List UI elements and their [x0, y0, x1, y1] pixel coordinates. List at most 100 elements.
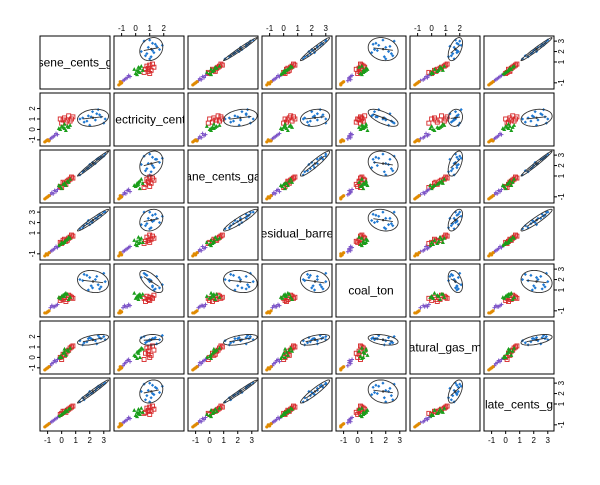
point-r4-c1-13	[143, 272, 148, 276]
point-r1-c5-28	[435, 125, 440, 129]
point-r1-c5-14	[455, 115, 459, 119]
left-tick-label-r5-3: 2	[28, 334, 37, 339]
point-r2-c4-38	[350, 187, 355, 192]
data-ellipse	[299, 334, 331, 346]
point-r2-c1-34	[140, 181, 145, 185]
data-ellipse	[299, 379, 331, 404]
point-r5-c1-20	[143, 350, 148, 356]
point-r4-c3-32	[290, 297, 295, 301]
point-r4-c2-9	[233, 288, 237, 292]
point-r2-c4-10	[381, 152, 385, 156]
point-r0-c5-19	[444, 61, 450, 67]
point-r0-c4-33	[359, 72, 364, 77]
bottom-tick-label-c0-0: -1	[44, 436, 52, 445]
point-r1-c4-44	[342, 139, 346, 143]
point-r4-c5-14	[455, 285, 459, 289]
ellipse-center	[535, 218, 538, 222]
left-tick-label-r5-1: 0	[28, 355, 37, 360]
point-r5-c2-11	[237, 335, 241, 340]
point-r1-c3-21	[288, 113, 294, 119]
point-r4-c5-44	[417, 309, 421, 313]
point-r2-c4-31	[361, 186, 366, 191]
point-r0-c2-19	[218, 61, 224, 67]
data-ellipse	[223, 108, 258, 127]
point-r1-c3-7	[301, 117, 305, 121]
point-r5-c2-23	[219, 344, 225, 350]
point-r2-c5-44	[417, 194, 421, 198]
point-r2-c1-43	[117, 197, 121, 201]
point-r4-c0-13	[82, 272, 86, 276]
point-r6-c4-8	[388, 386, 392, 390]
point-r5-c6-2	[529, 340, 533, 344]
point-r0-c4-34	[364, 68, 369, 72]
point-r3-c2-32	[213, 234, 218, 239]
right-tick-label-r6-0: -1	[557, 421, 566, 429]
point-r1-c6-30	[509, 128, 514, 133]
bottom-tick-label-c0-1: 0	[59, 436, 64, 445]
point-r6-c4-1	[375, 391, 379, 396]
point-r0-c5-12	[459, 43, 463, 47]
point-r6-c0-32	[66, 406, 71, 411]
point-r1-c6-1	[532, 115, 536, 119]
point-r1-c0-2	[85, 119, 89, 123]
bottom-tick-label-c4-1: 0	[355, 436, 360, 445]
point-r5-c0-32	[66, 348, 71, 353]
bottom-tick-label-c6-0: -1	[488, 436, 496, 445]
panel-r0-c4	[335, 35, 407, 90]
point-r2-c1-30	[132, 183, 137, 187]
point-r1-c0-44	[47, 139, 51, 143]
point-r6-c4-10	[381, 381, 385, 385]
point-r6-c5-12	[459, 384, 463, 388]
point-r5-c0-40	[54, 359, 59, 364]
point-r6-c1-44	[118, 422, 122, 426]
ellipse-center	[381, 162, 385, 165]
point-r3-c1-31	[137, 240, 142, 244]
point-r0-c3-44	[269, 80, 273, 84]
point-r6-c4-33	[359, 414, 364, 419]
point-r3-c1-10	[148, 210, 152, 214]
point-r4-c5-40	[424, 303, 429, 308]
point-r6-c1-31	[137, 412, 142, 417]
point-r5-c2-2	[231, 340, 236, 344]
point-r4-c2-2	[231, 273, 236, 277]
panel-frame	[261, 206, 333, 261]
point-r0-c1-19	[150, 61, 155, 67]
point-r0-c2-23	[219, 62, 225, 68]
panel-r3-c1	[113, 206, 185, 261]
left-tick-label-r3-0: -1	[28, 250, 37, 258]
point-r4-c5-8	[448, 274, 452, 279]
point-r3-c6-39	[495, 247, 500, 252]
data-ellipse	[367, 334, 399, 346]
point-r1-c4-37	[345, 136, 350, 141]
point-r4-c3-9	[312, 288, 317, 292]
point-r0-c4-3	[371, 42, 375, 46]
point-r2-c0-30	[63, 183, 68, 187]
point-r4-c3-44	[269, 309, 273, 313]
point-r6-c1-19	[150, 403, 155, 409]
point-r1-c5-23	[443, 116, 449, 122]
right-tick-label-r0-1: 1	[557, 59, 566, 64]
point-r5-c1-2	[145, 340, 149, 344]
point-r6-c3-40	[277, 416, 282, 421]
point-r4-c0-39	[51, 304, 56, 309]
top-tick-label-c5-0: -1	[414, 24, 422, 33]
point-r0-c3-31	[283, 70, 288, 75]
point-r0-c1-33	[135, 72, 140, 77]
point-r6-c2-29	[217, 405, 222, 410]
point-r2-c5-39	[422, 191, 427, 196]
point-r6-c4-44	[342, 422, 346, 426]
point-r3-c5-32	[438, 234, 443, 239]
point-r3-c5-39	[422, 247, 427, 252]
panel-r1-c0	[39, 92, 111, 147]
point-r1-c2-39	[197, 134, 202, 139]
point-r3-c0-32	[66, 234, 71, 239]
point-r0-c4-10	[381, 38, 385, 42]
point-r6-c5-11	[456, 389, 460, 394]
point-r6-c0-31	[59, 412, 64, 417]
panel-frame	[409, 320, 481, 375]
point-r2-c5-34	[440, 181, 445, 185]
point-r5-c6-5	[544, 334, 548, 339]
point-r4-c0-0	[93, 277, 97, 282]
point-r4-c0-4	[81, 278, 85, 283]
point-r6-c2-19	[218, 403, 224, 409]
